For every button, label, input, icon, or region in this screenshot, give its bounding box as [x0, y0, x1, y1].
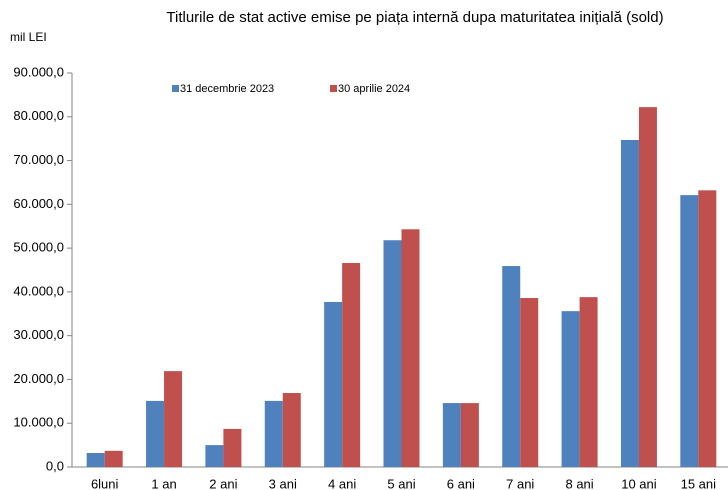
bar — [282, 393, 301, 467]
bar — [205, 445, 224, 467]
x-tick-label: 7 ani — [506, 476, 534, 490]
legend-label: 31 decembrie 2023 — [180, 83, 274, 95]
y-tick-label: 50.000,0 — [13, 240, 64, 255]
bar — [620, 139, 639, 468]
legend-label: 30 aprilie 2024 — [338, 83, 410, 95]
bar — [502, 266, 521, 467]
x-tick-label: 6luni — [91, 476, 119, 490]
x-tick-label: 4 ani — [328, 476, 356, 490]
bar — [324, 301, 343, 467]
y-tick-label: 80.000,0 — [13, 108, 64, 123]
bar — [561, 311, 580, 467]
y-tick-label: 20.000,0 — [13, 371, 64, 386]
x-tick-label: 10 ani — [621, 476, 657, 490]
y-tick-label: 60.000,0 — [13, 196, 64, 211]
legend-swatch — [172, 85, 179, 92]
bar — [460, 403, 479, 467]
y-tick-label: 90.000,0 — [13, 64, 64, 79]
y-tick-label: 30.000,0 — [13, 327, 64, 342]
x-tick-label: 2 ani — [209, 476, 237, 490]
bar — [383, 240, 402, 467]
x-tick-label: 1 an — [151, 476, 176, 490]
x-tick-label: 5 ani — [387, 476, 415, 490]
bar — [264, 400, 283, 467]
bar — [223, 428, 242, 467]
x-tick-label: 15 ani — [681, 476, 717, 490]
chart-title: Titlurile de stat active emise pe piața … — [166, 9, 663, 26]
bar — [104, 450, 123, 467]
bar — [86, 452, 105, 467]
bar — [638, 107, 657, 467]
y-tick-label: 0,0 — [46, 458, 64, 473]
bar — [579, 297, 598, 467]
x-tick-label: 3 ani — [269, 476, 297, 490]
bar — [698, 190, 717, 467]
x-tick-label: 6 ani — [447, 476, 475, 490]
bar — [342, 262, 361, 467]
bar — [520, 298, 539, 467]
x-tick-label: 8 ani — [565, 476, 593, 490]
y-tick-label: 10.000,0 — [13, 415, 64, 430]
bar — [164, 371, 183, 467]
bar — [680, 195, 699, 467]
legend-swatch — [330, 85, 337, 92]
y-tick-label: 70.000,0 — [13, 152, 64, 167]
bar — [442, 403, 461, 467]
y-tick-label: 40.000,0 — [13, 283, 64, 298]
y-axis-label: mil LEI — [10, 30, 47, 44]
bar — [401, 229, 420, 467]
bar — [146, 400, 165, 467]
